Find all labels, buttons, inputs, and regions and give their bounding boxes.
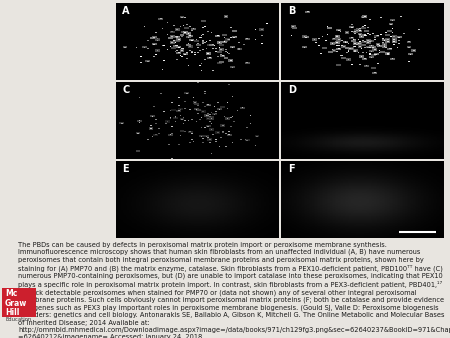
Text: Mc: Mc: [5, 289, 17, 298]
Text: The PBDs can be caused by defects in peroxisomal matrix protein import or peroxi: The PBDs can be caused by defects in per…: [18, 242, 450, 338]
Text: E: E: [122, 164, 129, 174]
Text: Hill: Hill: [5, 308, 19, 317]
Text: Education: Education: [6, 317, 32, 322]
Text: C: C: [122, 86, 130, 95]
Text: D: D: [288, 86, 296, 95]
Text: B: B: [288, 6, 295, 17]
Text: Graw: Graw: [5, 299, 27, 308]
Text: F: F: [288, 164, 294, 174]
FancyBboxPatch shape: [2, 288, 36, 317]
Text: A: A: [122, 6, 130, 17]
